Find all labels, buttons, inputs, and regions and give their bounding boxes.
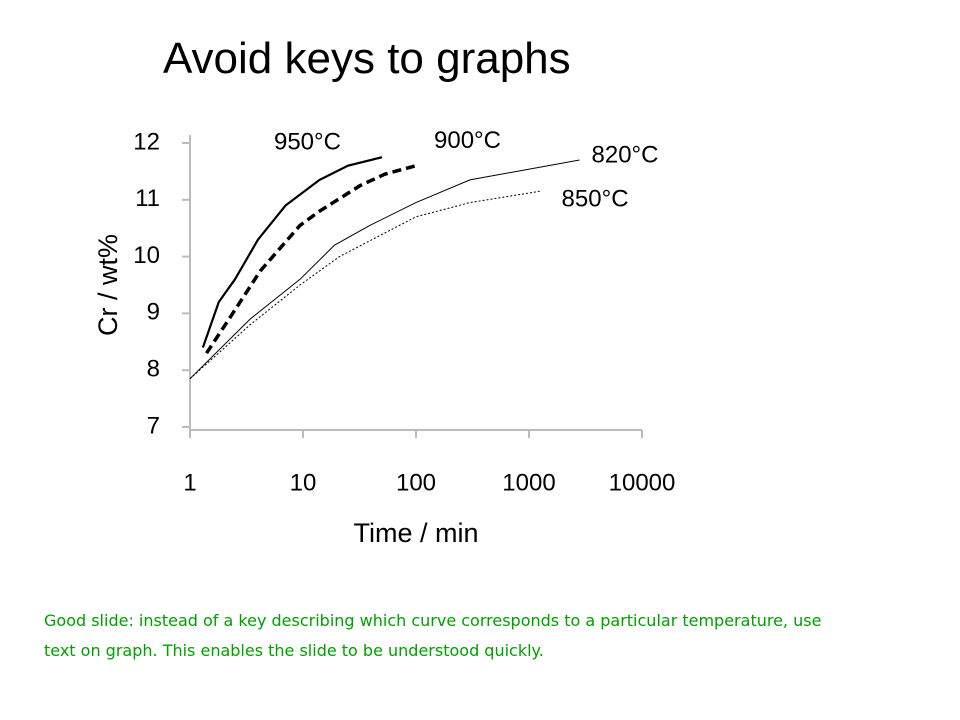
line-series <box>201 156 383 348</box>
y-tick-label: 8 <box>147 356 160 383</box>
series-label: 820°C <box>592 141 659 168</box>
x-tick-label: 10000 <box>609 469 676 496</box>
x-tick-label: 10 <box>290 469 317 496</box>
x-tick-label: 1000 <box>502 469 555 496</box>
series-label: 900°C <box>434 127 501 154</box>
x-tick-label: 1 <box>183 469 196 496</box>
x-tick-label: 100 <box>396 469 436 496</box>
y-tick-label: 12 <box>133 128 160 155</box>
x-axis-title: Time / min <box>353 518 478 548</box>
y-tick-label: 10 <box>133 242 160 269</box>
slide-title: Avoid keys to graphs <box>163 34 571 83</box>
line-series <box>205 164 417 355</box>
series-label: 850°C <box>562 186 629 213</box>
chart: Cr / wt% Time / min 7 8 9 10 11 12 1 10 100 1000 1… <box>93 127 676 548</box>
y-tick-label: 7 <box>147 412 160 439</box>
series-label: 950°C <box>274 129 341 156</box>
y-tick-label: 11 <box>135 185 160 212</box>
caption: Good slide: instead of a key describing … <box>44 611 822 660</box>
line-series <box>189 159 580 380</box>
y-tick-label: 9 <box>147 299 160 326</box>
line-series <box>189 190 540 380</box>
y-axis-title: Cr / wt% <box>93 234 123 336</box>
